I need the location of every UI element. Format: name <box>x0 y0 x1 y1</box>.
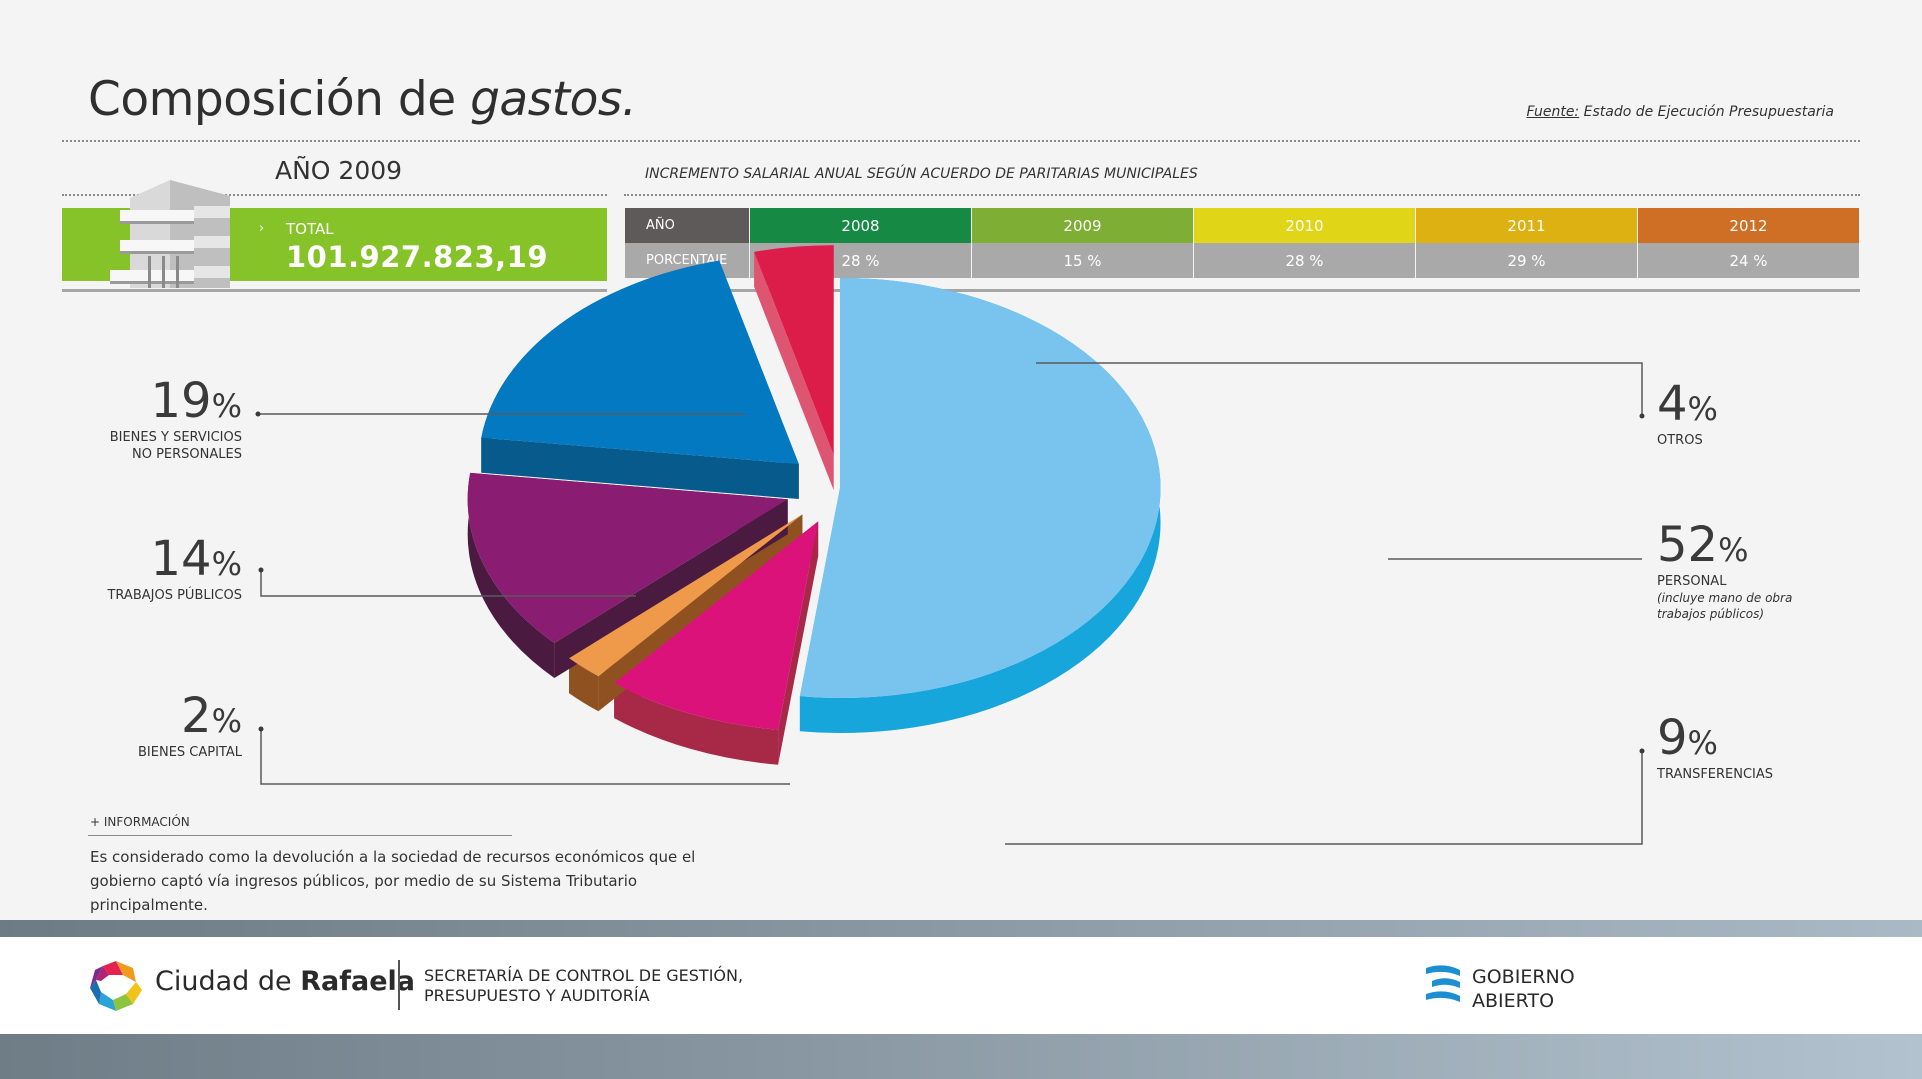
pie-slice-transferencias <box>614 521 819 730</box>
year-cell: 2011 <box>1416 208 1637 243</box>
secretaria-line2: PRESUPUESTO Y AUDITORÍA <box>424 986 650 1005</box>
value-trabajos-publicos: 14 <box>150 531 212 587</box>
gobierno-line1: GOBIERNO <box>1472 966 1575 988</box>
pie-outer-wall <box>614 683 779 765</box>
city-prefix: Ciudad de <box>155 966 301 997</box>
table-underline <box>624 289 1860 292</box>
percent-sign: % <box>211 387 242 425</box>
percentage-cell: 28 % <box>1194 243 1415 278</box>
label-personal: 52% PERSONAL (incluye mano de obra traba… <box>1657 521 1792 622</box>
header-divider <box>62 140 1860 142</box>
leader-dot <box>1639 748 1645 754</box>
leader-line-trabajos-publicos <box>260 570 636 597</box>
gobierno-line2: ABIERTO <box>1472 990 1555 1012</box>
total-divider <box>62 194 607 196</box>
info-label: + INFORMACIÓN <box>90 815 190 829</box>
caption-personal: PERSONAL <box>1657 574 1727 589</box>
leader-line-otros <box>1036 362 1643 416</box>
value-transferencias: 9 <box>1657 710 1688 766</box>
chevron-right-icon: › <box>259 221 265 236</box>
percent-sign: % <box>1718 531 1749 569</box>
leader-dot <box>258 726 264 732</box>
info-text: Es considerado como la devolución a la s… <box>90 848 696 914</box>
percent-sign: % <box>211 702 242 740</box>
year-row: AÑO 2008 2009 2010 2011 2012 <box>625 208 1859 243</box>
caption-bienes-servicios-2: NO PERSONALES <box>132 447 242 462</box>
leader-dot <box>255 411 261 417</box>
year-cell: 2009 <box>972 208 1193 243</box>
label-bienes-servicios: 19% BIENES Y SERVICIOS NO PERSONALES <box>92 377 242 463</box>
increment-title: INCREMENTO SALARIAL ANUAL SEGÚN ACUERDO … <box>645 166 1198 182</box>
footer-band-top <box>0 920 1922 937</box>
secretaria-line1: SECRETARÍA DE CONTROL DE GESTIÓN, <box>424 966 744 985</box>
city-name: Ciudad de Rafaela <box>155 966 415 997</box>
title-main: Composición de <box>88 72 471 127</box>
footer <box>0 937 1922 1034</box>
pie-cut-face <box>778 521 819 765</box>
footer-band-bottom <box>0 1034 1922 1079</box>
year-cell: 2010 <box>1194 208 1415 243</box>
pie-slice-otros <box>754 245 834 456</box>
percentage-cell: 15 % <box>972 243 1193 278</box>
building-icon <box>110 180 230 288</box>
year-row-header: AÑO <box>625 208 749 243</box>
note-personal-1: (incluye mano de obra <box>1657 591 1793 605</box>
title-italic: gastos. <box>470 72 637 127</box>
leader-dot <box>1639 413 1645 419</box>
footer-separator <box>398 960 400 1010</box>
year-title: AÑO 2009 <box>275 156 403 185</box>
percent-sign: % <box>211 545 242 583</box>
total-underline <box>62 289 607 292</box>
label-otros: 4% OTROS <box>1657 380 1718 449</box>
pie-slice-personal <box>799 277 1161 698</box>
year-cell: 2008 <box>750 208 971 243</box>
note-personal-2: trabajos públicos) <box>1657 607 1765 621</box>
caption-trabajos-publicos: TRABAJOS PÚBLICOS <box>107 588 242 603</box>
info-divider <box>88 835 512 836</box>
pie-slice-bienes-capital <box>569 514 803 677</box>
source-note: Fuente: Estado de Ejecución Presupuestar… <box>1526 104 1834 120</box>
label-bienes-capital: 2% BIENES CAPITAL <box>92 692 242 761</box>
increment-table: AÑO 2008 2009 2010 2011 2012 PORCENTAJE … <box>624 208 1860 278</box>
leader-dot <box>258 567 264 573</box>
leader-lines <box>258 362 1643 845</box>
caption-bienes-servicios-1: BIENES Y SERVICIOS <box>109 430 242 445</box>
pie-slice-trabajos-publicos <box>467 472 788 643</box>
leader-line-transferencias <box>1005 751 1643 845</box>
pie-outer-wall <box>569 658 599 712</box>
leader-dots <box>255 411 1645 754</box>
value-bienes-capital: 2 <box>181 688 212 744</box>
percent-sign: % <box>1687 724 1718 762</box>
gobierno-abierto: GOBIERNO ABIERTO <box>1472 965 1575 1013</box>
pie-cut-face <box>481 437 799 499</box>
label-transferencias: 9% TRANSFERENCIAS <box>1657 714 1773 783</box>
pie-cut-face <box>754 251 834 491</box>
caption-bienes-capital: BIENES CAPITAL <box>138 745 242 760</box>
pie-slice-bienes-y-servicios-no-personales <box>481 260 799 464</box>
value-otros: 4 <box>1657 376 1688 432</box>
source-label: Fuente: <box>1526 104 1580 120</box>
rafaela-logo-icon <box>90 961 142 1011</box>
year-cell: 2012 <box>1638 208 1859 243</box>
source-text: Estado de Ejecución Presupuestaria <box>1579 104 1834 120</box>
total-value: 101.927.823,19 <box>286 240 549 274</box>
increment-divider <box>624 194 1860 196</box>
secretaria: SECRETARÍA DE CONTROL DE GESTIÓN, PRESUP… <box>424 966 743 1006</box>
percent-sign: % <box>1687 390 1718 428</box>
caption-otros: OTROS <box>1657 433 1703 448</box>
percentage-cell: 24 % <box>1638 243 1859 278</box>
label-trabajos-publicos: 14% TRABAJOS PÚBLICOS <box>92 535 242 604</box>
city-bold: Rafaela <box>300 966 415 997</box>
pie-tops <box>467 245 1161 730</box>
gobierno-abierto-icon <box>1426 965 1460 1002</box>
pie-outer-wall <box>467 472 555 678</box>
percentage-cell: 29 % <box>1416 243 1637 278</box>
caption-transferencias: TRANSFERENCIAS <box>1657 767 1774 782</box>
value-bienes-servicios: 19 <box>150 373 212 429</box>
total-label: TOTAL <box>286 220 334 238</box>
page-title: Composición de gastos. <box>88 72 637 127</box>
leader-line-bienes-capital <box>260 729 790 785</box>
value-personal: 52 <box>1657 517 1719 573</box>
